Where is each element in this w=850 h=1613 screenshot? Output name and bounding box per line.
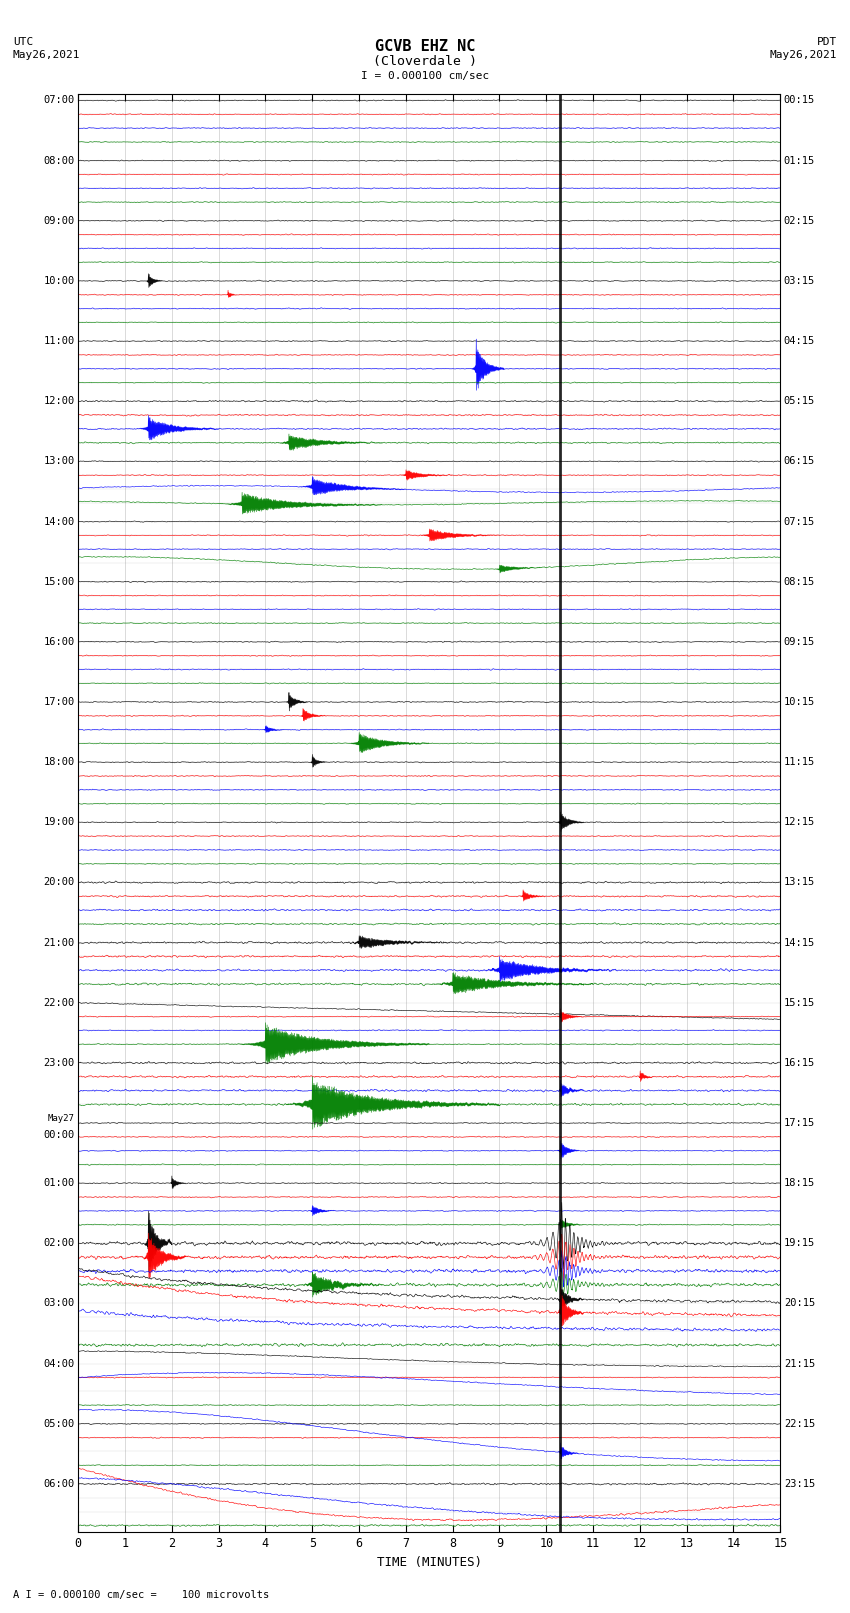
Text: 23:15: 23:15 bbox=[784, 1479, 815, 1489]
Text: 06:15: 06:15 bbox=[784, 456, 815, 466]
Text: May26,2021: May26,2021 bbox=[770, 50, 837, 60]
Text: 14:15: 14:15 bbox=[784, 937, 815, 947]
Text: 01:00: 01:00 bbox=[43, 1177, 75, 1189]
Text: 20:00: 20:00 bbox=[43, 877, 75, 887]
Text: 00:15: 00:15 bbox=[784, 95, 815, 105]
Text: 23:00: 23:00 bbox=[43, 1058, 75, 1068]
Text: 14:00: 14:00 bbox=[43, 516, 75, 526]
Text: 22:15: 22:15 bbox=[784, 1419, 815, 1429]
Text: 21:15: 21:15 bbox=[784, 1358, 815, 1369]
Text: 03:00: 03:00 bbox=[43, 1298, 75, 1308]
Text: 05:15: 05:15 bbox=[784, 397, 815, 406]
Text: 13:15: 13:15 bbox=[784, 877, 815, 887]
Text: 16:15: 16:15 bbox=[784, 1058, 815, 1068]
Text: 11:15: 11:15 bbox=[784, 756, 815, 768]
Text: 10:00: 10:00 bbox=[43, 276, 75, 286]
Text: 07:00: 07:00 bbox=[43, 95, 75, 105]
Text: GCVB EHZ NC: GCVB EHZ NC bbox=[375, 39, 475, 53]
Text: 18:15: 18:15 bbox=[784, 1177, 815, 1189]
Text: 01:15: 01:15 bbox=[784, 155, 815, 166]
Text: (Cloverdale ): (Cloverdale ) bbox=[373, 55, 477, 68]
Text: 16:00: 16:00 bbox=[43, 637, 75, 647]
Text: 21:00: 21:00 bbox=[43, 937, 75, 947]
Text: PDT: PDT bbox=[817, 37, 837, 47]
Text: A I = 0.000100 cm/sec =    100 microvolts: A I = 0.000100 cm/sec = 100 microvolts bbox=[13, 1590, 269, 1600]
Text: 10:15: 10:15 bbox=[784, 697, 815, 706]
Text: 05:00: 05:00 bbox=[43, 1419, 75, 1429]
Text: 04:00: 04:00 bbox=[43, 1358, 75, 1369]
Text: 15:15: 15:15 bbox=[784, 998, 815, 1008]
Text: 15:00: 15:00 bbox=[43, 577, 75, 587]
Text: 13:00: 13:00 bbox=[43, 456, 75, 466]
Text: 11:00: 11:00 bbox=[43, 336, 75, 347]
Text: 17:15: 17:15 bbox=[784, 1118, 815, 1127]
Text: 02:00: 02:00 bbox=[43, 1239, 75, 1248]
Text: 02:15: 02:15 bbox=[784, 216, 815, 226]
Text: 03:15: 03:15 bbox=[784, 276, 815, 286]
Text: 06:00: 06:00 bbox=[43, 1479, 75, 1489]
Text: 22:00: 22:00 bbox=[43, 998, 75, 1008]
Text: 19:00: 19:00 bbox=[43, 818, 75, 827]
Text: 17:00: 17:00 bbox=[43, 697, 75, 706]
Text: May26,2021: May26,2021 bbox=[13, 50, 80, 60]
Text: 08:15: 08:15 bbox=[784, 577, 815, 587]
Text: I = 0.000100 cm/sec: I = 0.000100 cm/sec bbox=[361, 71, 489, 81]
Text: 09:15: 09:15 bbox=[784, 637, 815, 647]
Text: 12:15: 12:15 bbox=[784, 818, 815, 827]
Text: 18:00: 18:00 bbox=[43, 756, 75, 768]
Text: 09:00: 09:00 bbox=[43, 216, 75, 226]
Text: 12:00: 12:00 bbox=[43, 397, 75, 406]
Text: 20:15: 20:15 bbox=[784, 1298, 815, 1308]
Text: 07:15: 07:15 bbox=[784, 516, 815, 526]
Text: 04:15: 04:15 bbox=[784, 336, 815, 347]
Text: UTC: UTC bbox=[13, 37, 33, 47]
X-axis label: TIME (MINUTES): TIME (MINUTES) bbox=[377, 1557, 482, 1569]
Text: 08:00: 08:00 bbox=[43, 155, 75, 166]
Text: 19:15: 19:15 bbox=[784, 1239, 815, 1248]
Text: May27: May27 bbox=[48, 1115, 75, 1123]
Text: 00:00: 00:00 bbox=[43, 1129, 75, 1139]
